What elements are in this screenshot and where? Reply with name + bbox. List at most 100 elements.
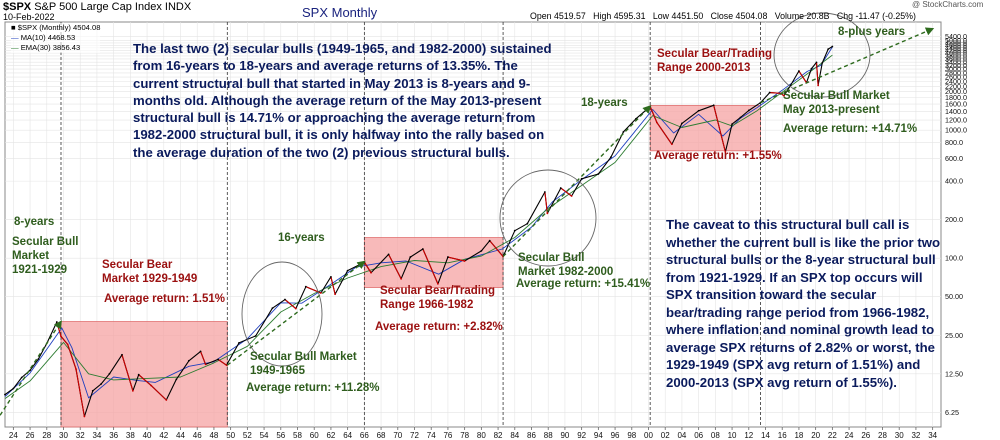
x-tick-label: 22	[828, 431, 837, 440]
x-tick-label: 26	[861, 431, 870, 440]
spx-point	[75, 368, 77, 371]
spx-down-segment	[75, 369, 85, 417]
spx-point	[334, 293, 337, 296]
x-tick-label: 42	[159, 431, 168, 440]
y-tick-label: 3800.0	[945, 51, 967, 60]
spx-point	[83, 415, 86, 418]
ticker-symbol: $SPX	[3, 1, 32, 13]
x-axis: 24 26 28 30 32 34 36 38 40 42 44 46 48 50 52 54 56 58 60 62…	[9, 427, 938, 440]
x-tick-label: 82	[494, 431, 503, 440]
spx-point	[254, 335, 257, 337]
x-tick-label: 28	[878, 431, 887, 440]
y-tick-label: 4800.0	[945, 38, 967, 47]
trend-arrows	[0, 27, 935, 417]
spx-point	[739, 116, 742, 119]
y-tick-label: 12.50	[945, 369, 963, 378]
x-tick-label: 54	[260, 431, 269, 440]
spx-down-segment	[798, 70, 807, 83]
y-tick-label: 1400.0	[945, 107, 967, 116]
spx-point	[12, 387, 15, 390]
x-tick-label: 56	[276, 431, 285, 440]
bear-2000-title: Secular Bear/Trading Range 2000-2013	[657, 48, 773, 74]
spx-point	[108, 372, 111, 375]
x-tick-label: 34	[92, 431, 101, 440]
bear-1966-title: Secular Bear/Trading Range 1966-1982	[380, 285, 496, 311]
y-tick-label: 100.0	[945, 254, 963, 263]
spx-down-segment	[217, 358, 227, 366]
bull-ellipses	[241, 12, 871, 367]
bull-2013-return: Average return: +14.71%	[783, 123, 918, 135]
bear-region	[649, 105, 761, 152]
x-tick-label: 66	[360, 431, 369, 440]
spx-point	[370, 271, 372, 274]
spx-down-segment	[67, 344, 77, 370]
spx-down-segment	[815, 62, 819, 86]
spx-point	[437, 282, 439, 285]
spx-point	[165, 399, 168, 401]
spx-down-segment	[121, 354, 134, 391]
x-tick-label: 76	[443, 431, 452, 440]
x-tick-label: 08	[711, 431, 720, 440]
y-tick-label: 2400.0	[945, 77, 967, 86]
x-tick-label: 12	[744, 431, 753, 440]
spx-point	[137, 373, 140, 376]
y-tick-label: 3600.0	[945, 54, 967, 63]
spx-point	[570, 195, 573, 197]
intro-annotation: The last two (2) secular bulls (1949-196…	[133, 41, 552, 160]
y-tick-label: 2000.0	[945, 87, 967, 96]
bull-2013-years: 8-plus years	[838, 26, 906, 38]
spx-point	[320, 292, 322, 294]
x-tick-label: 80	[477, 431, 486, 440]
x-tick-label: 20	[811, 431, 820, 440]
volume-value: 20.8B	[806, 11, 830, 21]
spx-point	[831, 45, 834, 48]
spx-point	[150, 384, 153, 387]
y-tick-label: 6.25	[945, 408, 959, 417]
spx-point	[330, 275, 332, 278]
x-tick-label: 24	[9, 431, 18, 440]
y-tick-label: 25.00	[945, 331, 963, 340]
high-value: 4595.31	[613, 11, 646, 21]
x-tick-label: 44	[176, 431, 185, 440]
spx-down-segment	[200, 351, 207, 365]
x-tick-label: 68	[377, 431, 386, 440]
trend-arrow	[760, 27, 935, 104]
y-tick-label: 800.0	[945, 138, 963, 147]
x-tick-label: 10	[728, 431, 737, 440]
x-tick-label: 48	[209, 431, 218, 440]
spx-point	[681, 122, 683, 125]
legend-ma: — MA(10) 4468.53	[11, 33, 76, 42]
x-tick-label: 28	[42, 431, 51, 440]
spx-point	[580, 177, 583, 180]
ema30-line	[4, 54, 833, 399]
spx-point	[66, 343, 69, 346]
y-tick-label: 4000.0	[945, 49, 967, 58]
exchange-name: INDX	[164, 1, 192, 13]
x-tick-label: 70	[393, 431, 402, 440]
x-tick-label: 40	[143, 431, 152, 440]
y-axis: 6.25 12.50 25.00 50.00 100.0 200.0 400.0 600.0 8…	[945, 32, 967, 417]
x-tick-label: 32	[911, 431, 920, 440]
spx-point	[447, 256, 449, 258]
spx-point	[187, 359, 190, 362]
x-tick-label: 92	[577, 431, 586, 440]
x-tick-label: 84	[510, 431, 519, 440]
y-tick-label: 3200.0	[945, 61, 967, 70]
bear-1929-title: Secular Bear Market 1929-1949	[102, 259, 198, 285]
ellipse-1982	[499, 169, 597, 267]
x-tick-label: 88	[544, 431, 553, 440]
spx-down-segment	[388, 254, 402, 280]
spx-down-segment	[422, 248, 439, 285]
x-tick-label: 46	[193, 431, 202, 440]
open-value: 4519.57	[553, 11, 586, 21]
spx-point	[782, 94, 785, 97]
bear-1929-return: Average return: 1.51%	[104, 293, 226, 305]
chart-title: SPX Monthly	[302, 5, 378, 20]
y-tick-label: 1200.0	[945, 116, 967, 125]
y-tick-label: 50.00	[945, 292, 963, 301]
x-tick-label: 16	[778, 431, 787, 440]
bull-1921-years: 8-years	[14, 216, 55, 228]
spx-point	[4, 393, 6, 396]
spx-point	[480, 250, 483, 252]
